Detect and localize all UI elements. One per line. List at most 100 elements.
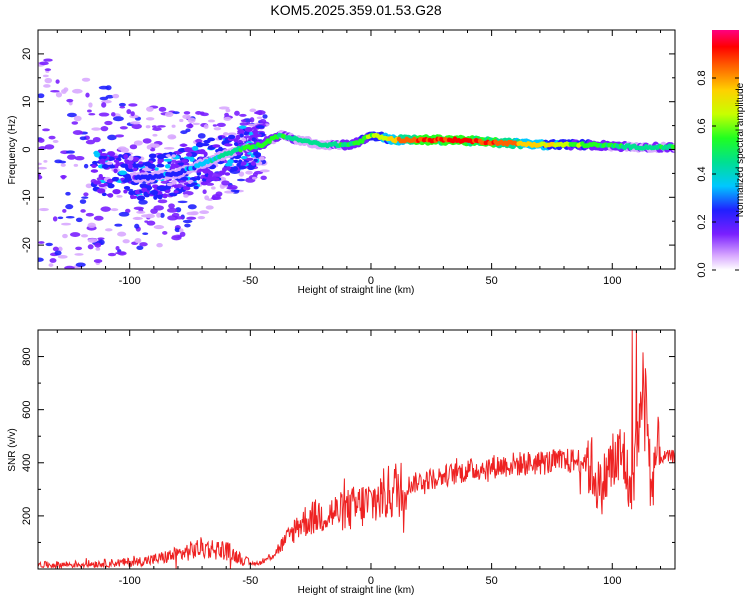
spectrogram-noise-cell (61, 175, 66, 180)
spectrogram-noise-cell (212, 124, 218, 127)
spectrogram-cloud-cell (128, 190, 136, 196)
spectrogram-noise-cell (236, 178, 246, 182)
spectrogram-noise-cell (131, 123, 142, 130)
spectrogram-cloud-cell (226, 166, 232, 171)
spectrogram-y-tick-label: -20 (21, 237, 33, 253)
spectrogram-noise-cell (162, 231, 168, 235)
spectrogram-noise-cell (65, 150, 76, 154)
spectrogram-noise-cell (61, 222, 72, 226)
spectrogram-noise-cell (252, 172, 258, 177)
spectrogram-noise-cell (38, 162, 42, 166)
spectrogram-cloud-cell (99, 158, 106, 164)
spectrogram-y-tick-label: 10 (21, 96, 33, 108)
spectrogram-cloud-cell (156, 185, 165, 191)
spectrogram-cloud-cell (113, 168, 118, 174)
spectrogram-noise-cell (174, 227, 181, 233)
spectrogram-cloud-cell (238, 125, 247, 129)
spectrogram-noise-cell (38, 93, 45, 99)
snr-plot-area (38, 330, 675, 569)
spectrogram-noise-cell (197, 216, 206, 220)
spectrogram-noise-cell (66, 112, 77, 118)
spectrogram-noise-cell (197, 133, 206, 139)
spectrogram-noise-cell (38, 146, 47, 150)
spectrogram-noise-cell (110, 112, 116, 117)
spectrogram-noise-cell (65, 216, 75, 219)
spectrogram-noise-cell (146, 220, 156, 226)
spectrogram-noise-cell (61, 89, 67, 94)
snr-series-line (38, 330, 675, 569)
spectrogram-noise-cell (192, 122, 200, 126)
spectrogram-x-tick-label: 100 (603, 275, 621, 287)
colorbar-tick-label: 0.2 (696, 214, 708, 229)
spectrogram-cloud-cell (138, 161, 143, 165)
spectrogram-noise-cell (126, 109, 132, 115)
spectrogram-noise-cell (43, 84, 51, 88)
spectrogram-noise-cell (140, 214, 152, 218)
spectrogram-noise-cell (190, 211, 199, 216)
spectrogram-noise-cell (205, 182, 215, 186)
spectrogram-noise-cell (138, 199, 148, 205)
spectrogram-noise-cell (253, 111, 262, 115)
spectrogram-y-axis-title: Frequency (Hz) (7, 116, 18, 185)
spectrogram-noise-cell (199, 210, 210, 215)
spectrogram-noise-cell (130, 111, 135, 117)
spectrogram-cloud-cell (107, 193, 114, 198)
spectrogram-cloud-cell (156, 154, 166, 160)
spectrogram-noise-cell (238, 171, 245, 177)
spectrogram-cloud-cell (127, 163, 133, 169)
spectrogram-noise-cell (79, 199, 87, 204)
spectrogram-noise-cell (134, 223, 140, 229)
spectrogram-noise-cell (145, 125, 151, 129)
spectrogram-noise-cell (71, 121, 79, 125)
spectrogram-noise-cell (158, 106, 167, 112)
spectrogram-noise-cell (211, 186, 216, 190)
spectrogram-cloud-cell (115, 161, 121, 167)
spectrogram-cloud-cell (251, 137, 256, 142)
spectrogram-noise-cell (213, 127, 222, 131)
spectrogram-noise-cell (186, 123, 194, 129)
spectrogram-noise-cell (129, 121, 141, 125)
spectrogram-cloud-cell (156, 190, 163, 196)
spectrogram-noise-cell (110, 208, 119, 212)
spectrogram-cloud-cell (112, 188, 121, 195)
spectrogram-cloud-cell (123, 153, 129, 160)
spectrogram-cloud-cell (163, 158, 173, 162)
spectrogram-cloud-cell (191, 145, 199, 151)
spectrogram-noise-cell (104, 228, 113, 232)
spectrogram-noise-cell (136, 210, 146, 214)
spectrogram-noise-cell (134, 237, 142, 244)
spectrogram-cloud-cell (233, 138, 239, 143)
colorbar-tick-label: 0.0 (696, 262, 708, 277)
spectrogram-x-axis-title: Height of straight line (km) (298, 285, 415, 296)
spectrogram-noise-cell (93, 215, 104, 221)
spectrogram-noise-cell (259, 169, 270, 173)
spectrogram-cloud-cell (241, 137, 247, 142)
spectrogram-noise-cell (38, 166, 47, 170)
snr-x-tick-label: 0 (368, 575, 374, 587)
spectrogram-noise-cell (179, 118, 184, 123)
spectrogram-cloud-cell (156, 163, 165, 168)
spectrogram-noise-cell (87, 222, 96, 228)
spectrogram-cloud-cell (105, 161, 113, 166)
spectrogram-noise-cell (150, 143, 160, 148)
spectrogram-noise-cell (133, 216, 141, 220)
spectrogram-cloud-cell (177, 162, 185, 166)
spectrogram-noise-cell (43, 58, 53, 62)
spectrogram-noise-cell (240, 119, 247, 123)
spectrogram-noise-cell (183, 111, 191, 115)
colorbar-ticks: 0.0 0.2 0.4 0.6 0.8 (696, 70, 739, 278)
spectrogram-noise-cell (262, 114, 268, 119)
spectrogram-noise-cell (112, 93, 120, 99)
spectrogram-noise-cell (259, 118, 267, 124)
spectrogram-noise-cell (152, 133, 158, 137)
spectrogram-cloud-cell (129, 194, 135, 200)
spectrogram-noise-cell (221, 180, 230, 186)
spectrogram-cloud-cell (207, 170, 214, 176)
spectrogram-noise-cell (128, 103, 138, 107)
spectrogram-cloud-cell (99, 153, 109, 157)
spectrogram-noise-cell (207, 119, 216, 123)
spectrogram-cloud-cell (111, 176, 119, 182)
spectrogram-noise-cell (115, 246, 120, 251)
spectrogram-noise-cell (139, 242, 148, 247)
